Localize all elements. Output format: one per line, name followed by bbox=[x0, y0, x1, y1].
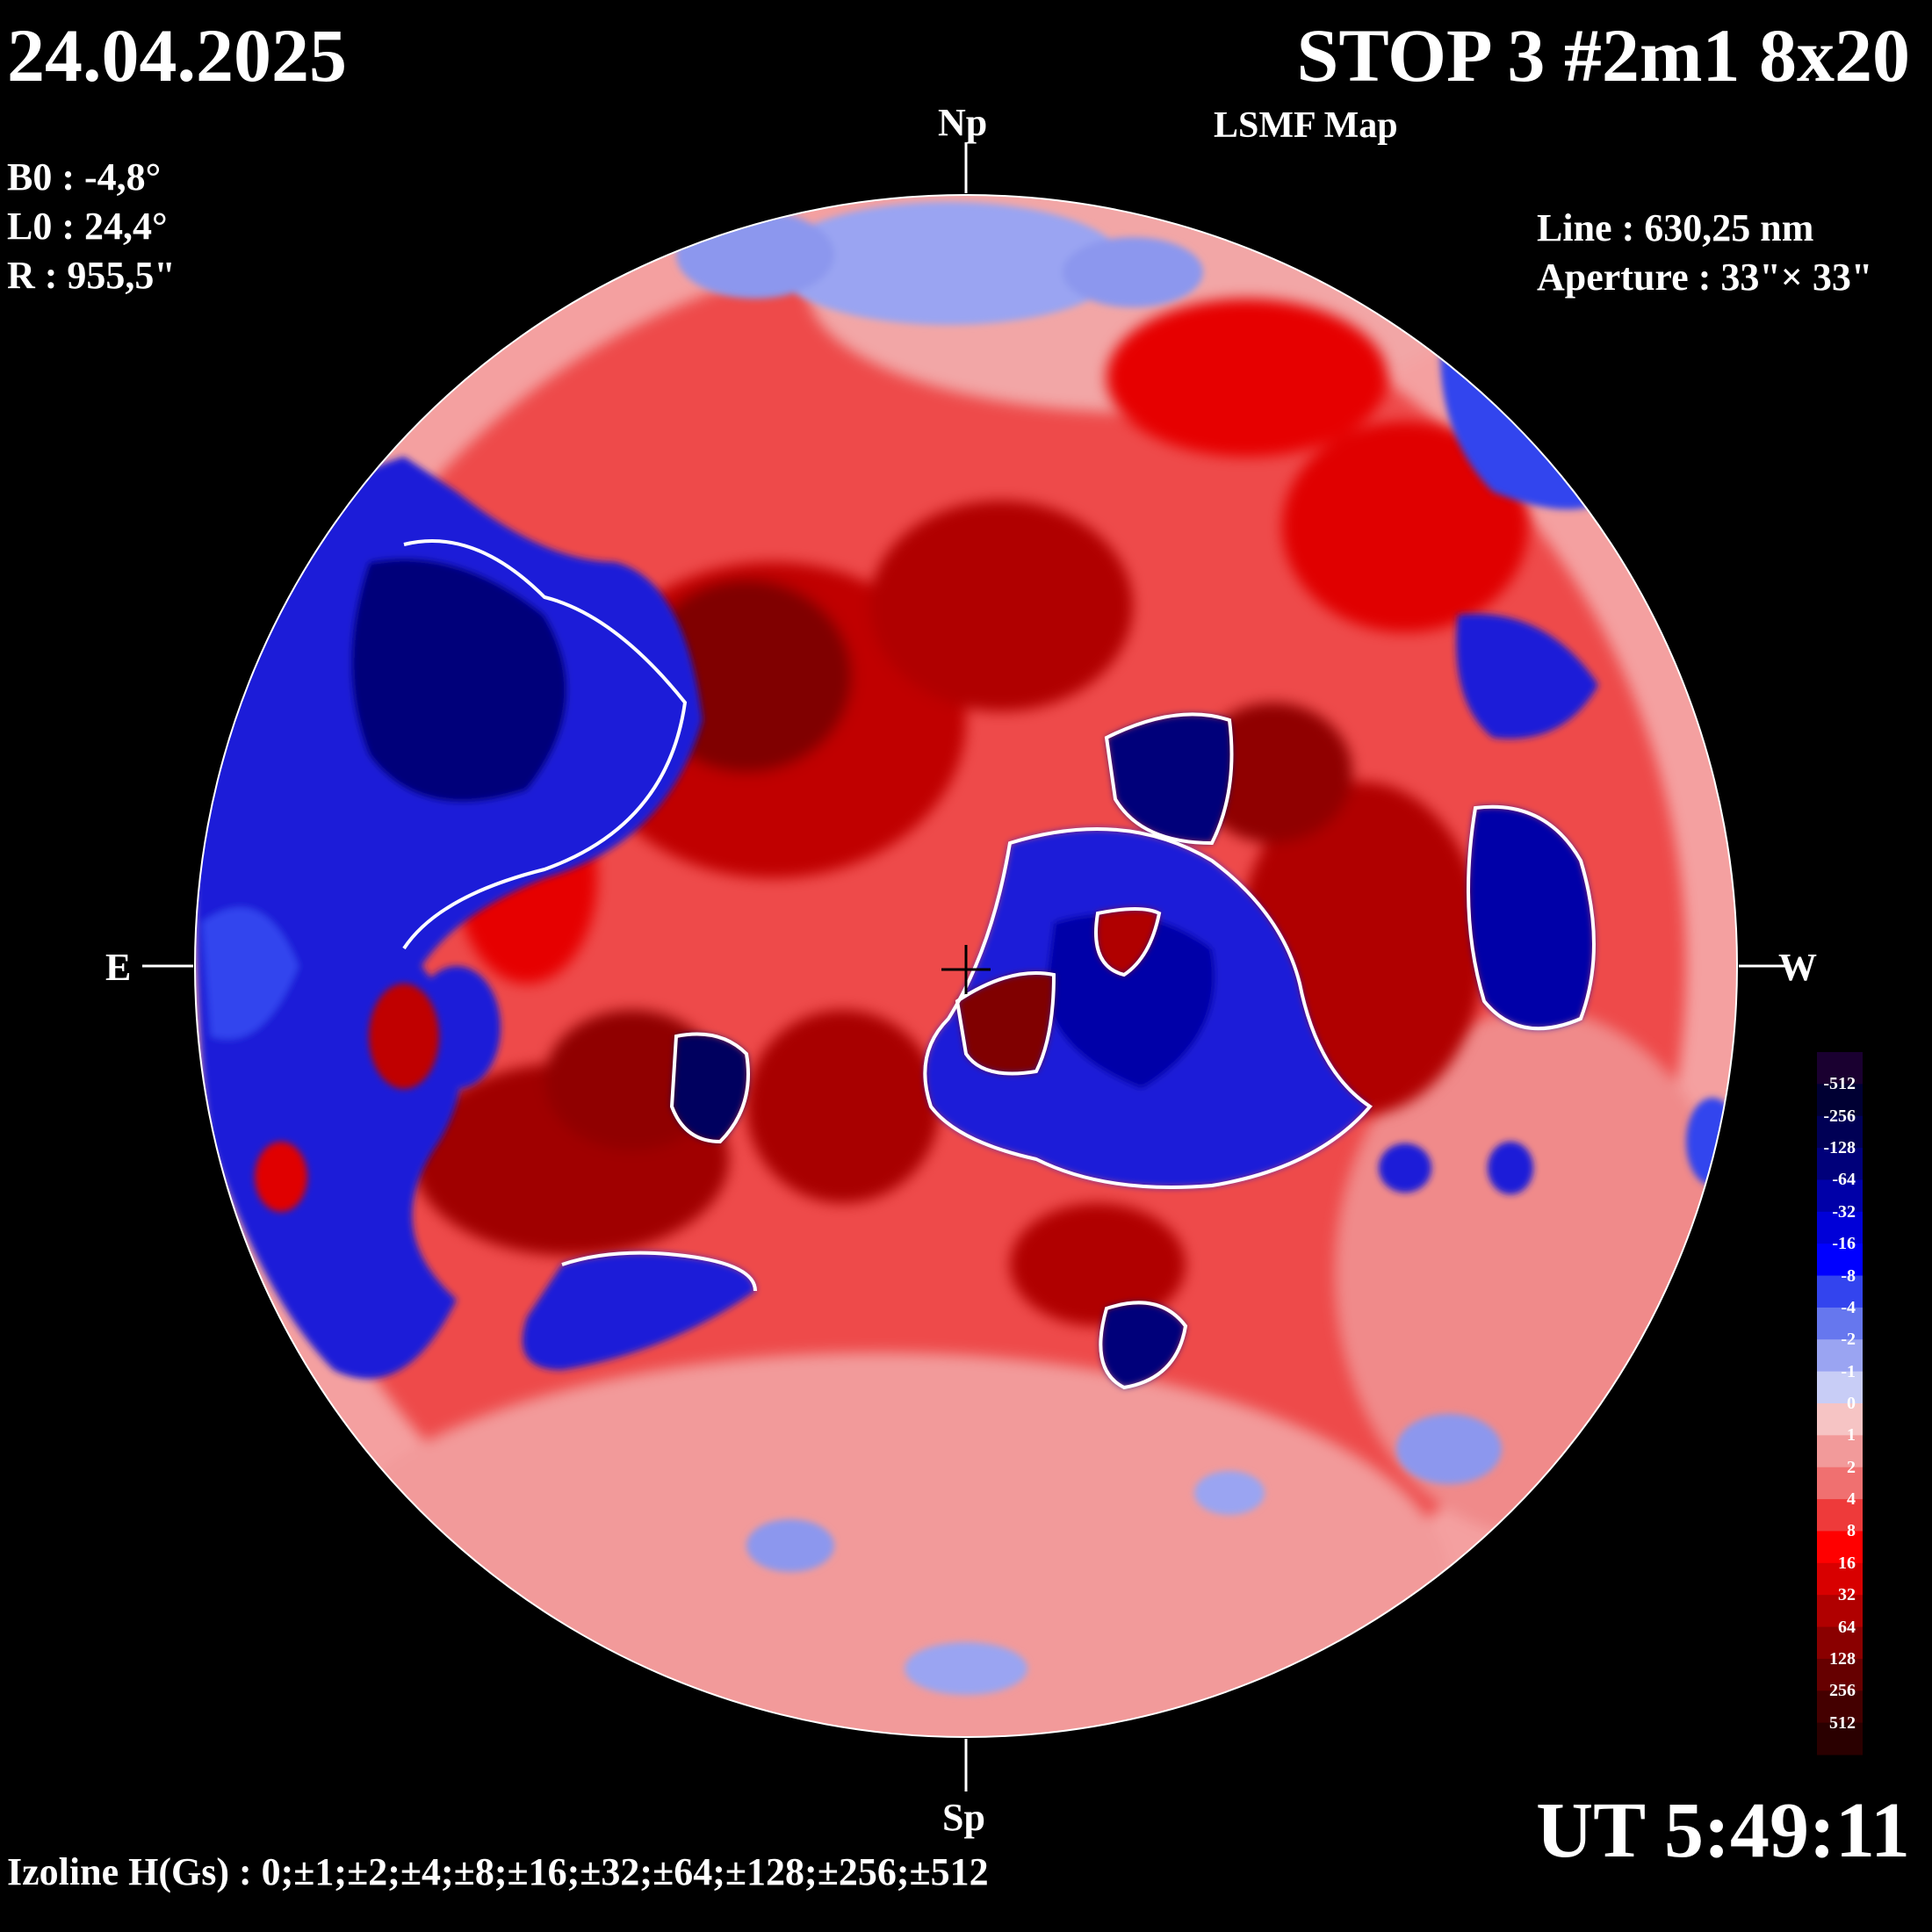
scale-label: 16 bbox=[1838, 1553, 1856, 1573]
map-subtitle: LSMF Map bbox=[1214, 105, 1398, 146]
zero-isolines bbox=[402, 539, 1596, 1390]
b0-parameter: B0 : -4,8° bbox=[7, 155, 162, 198]
scale-swatch bbox=[1817, 1690, 1863, 1724]
scale-swatch bbox=[1817, 1307, 1863, 1340]
scale-swatch bbox=[1817, 1435, 1863, 1468]
scale-label: 256 bbox=[1829, 1681, 1856, 1701]
ut-time: UT 5:49:11 bbox=[1536, 1787, 1910, 1874]
scale-label: -32 bbox=[1832, 1201, 1856, 1222]
scale-swatch bbox=[1817, 1371, 1863, 1404]
l0-parameter: L0 : 24,4° bbox=[7, 205, 168, 248]
red-islands bbox=[255, 909, 1159, 1212]
scale-swatch bbox=[1817, 1595, 1863, 1628]
scale-swatch bbox=[1817, 1467, 1863, 1500]
scale-label: -128 bbox=[1823, 1138, 1856, 1158]
scale-swatch bbox=[1817, 1244, 1863, 1277]
scale-label: -2 bbox=[1841, 1330, 1856, 1350]
south-pole-label: Sp bbox=[942, 1796, 985, 1839]
map-title: STOP 3 #2m1 8x20 bbox=[1296, 13, 1910, 97]
scale-swatch bbox=[1817, 1275, 1863, 1308]
scale-swatch bbox=[1817, 1179, 1863, 1213]
observation-date: 24.04.2025 bbox=[7, 13, 347, 97]
isoline-legend: Izoline H(Gs) : 0;±1;±2;±4;±8;±16;±32;±6… bbox=[7, 1850, 989, 1893]
scale-label: 32 bbox=[1838, 1585, 1856, 1605]
north-pole-label: Np bbox=[938, 101, 988, 144]
scale-swatch bbox=[1817, 1531, 1863, 1564]
radius-parameter: R : 955,5" bbox=[7, 254, 176, 297]
scale-swatch bbox=[1817, 1084, 1863, 1117]
scale-label: -512 bbox=[1823, 1074, 1856, 1094]
spectral-line: Line : 630,25 nm bbox=[1537, 206, 1814, 249]
scale-label: -256 bbox=[1823, 1106, 1856, 1126]
scale-swatch bbox=[1817, 1403, 1863, 1436]
scale-swatch bbox=[1817, 1658, 1863, 1691]
scale-swatch bbox=[1817, 1211, 1863, 1244]
scale-swatch bbox=[1817, 1148, 1863, 1180]
scale-label: -8 bbox=[1841, 1265, 1856, 1286]
solar-disk bbox=[195, 195, 1737, 1737]
positive-polarity-regions bbox=[413, 299, 1528, 1326]
aperture: Aperture : 33"× 33" bbox=[1537, 256, 1873, 299]
center-crosshair bbox=[941, 945, 991, 994]
scale-label: 8 bbox=[1847, 1521, 1856, 1541]
scale-label: 4 bbox=[1847, 1489, 1856, 1510]
scale-swatch bbox=[1817, 1339, 1863, 1373]
color-scale-bar bbox=[1817, 1052, 1863, 1755]
west-label: W bbox=[1778, 946, 1817, 989]
disk-outline bbox=[194, 194, 1738, 1738]
scale-swatch bbox=[1817, 1499, 1863, 1532]
scale-swatch bbox=[1817, 1626, 1863, 1660]
scale-label: 512 bbox=[1829, 1712, 1856, 1733]
scale-swatch bbox=[1817, 1052, 1863, 1085]
east-label: E bbox=[105, 946, 132, 989]
scale-label: -16 bbox=[1832, 1234, 1856, 1254]
scale-swatch bbox=[1817, 1722, 1863, 1755]
scale-label: -64 bbox=[1832, 1170, 1856, 1190]
scale-label: 0 bbox=[1847, 1394, 1856, 1413]
scale-label: 128 bbox=[1829, 1648, 1856, 1669]
scale-label: 1 bbox=[1847, 1425, 1856, 1445]
compass-ticks bbox=[142, 142, 1790, 1791]
scale-swatch bbox=[1817, 1562, 1863, 1596]
scale-label: 2 bbox=[1847, 1457, 1856, 1477]
scale-swatch bbox=[1817, 1115, 1863, 1149]
scale-label: 64 bbox=[1838, 1617, 1856, 1637]
scale-label: -1 bbox=[1841, 1361, 1856, 1381]
scale-label: -4 bbox=[1841, 1297, 1856, 1317]
